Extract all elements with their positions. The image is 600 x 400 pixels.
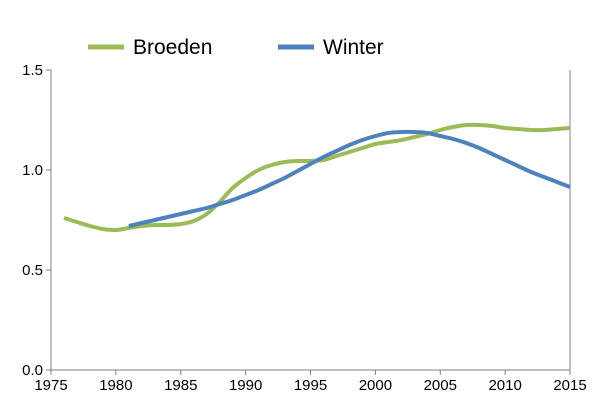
y-tick-label: 0.5: [22, 262, 43, 279]
x-tick-label: 1980: [99, 377, 132, 394]
legend: Broeden Winter: [88, 36, 384, 59]
plot-area: [63, 70, 571, 370]
y-tick-label: 0.0: [22, 362, 43, 379]
x-tick-label: 1995: [294, 377, 327, 394]
series-line-broeden: [63, 122, 571, 233]
x-tick-label: 1985: [164, 377, 197, 394]
x-tick-label: 2010: [488, 377, 521, 394]
legend-label-winter: Winter: [323, 36, 384, 59]
legend-label-broeden: Broeden: [133, 36, 212, 59]
x-tick-label: 1990: [229, 377, 262, 394]
y-tick-label: 1.0: [22, 162, 43, 179]
x-tick-label: 2015: [553, 377, 586, 394]
x-tick-label: 1975: [34, 377, 67, 394]
y-tick-label: 1.5: [22, 62, 43, 79]
x-tick-label: 2000: [359, 377, 392, 394]
series-line-winter: [128, 129, 571, 228]
y-axis: 0.0 0.5 1.0 1.5: [22, 62, 52, 379]
x-tick-label: 2005: [424, 377, 457, 394]
x-axis: 1975 1980 1985 1990 1995 2000 2005 2010 2015: [34, 369, 587, 394]
